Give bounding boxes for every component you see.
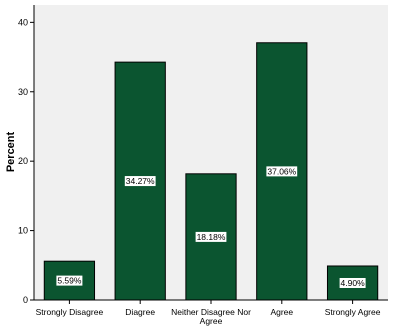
data-label-box — [56, 275, 83, 286]
data-label: 18.18% — [197, 232, 226, 242]
y-axis-label: Percent — [5, 131, 17, 172]
data-label: 4.90% — [341, 278, 366, 288]
x-tick-label: Neither Disagree Nor — [171, 307, 251, 317]
x-tick-label: Agree — [200, 316, 223, 326]
data-label-box — [124, 176, 156, 187]
x-tick-label: Strongly Disagree — [36, 307, 104, 317]
x-tick-label: Diagree — [125, 307, 155, 317]
y-tick-label: 30 — [18, 87, 28, 97]
y-tick-label: 0 — [23, 295, 28, 305]
y-tick-label: 20 — [18, 156, 28, 166]
data-label: 34.27% — [126, 176, 155, 186]
data-label: 37.06% — [267, 166, 296, 176]
x-tick-label: Strongly Agree — [325, 307, 381, 317]
data-label: 5.59% — [57, 276, 82, 286]
data-label-box — [195, 231, 227, 242]
y-tick-label: 40 — [18, 17, 28, 27]
data-label-box — [266, 166, 298, 177]
x-tick-label: Agree — [270, 307, 293, 317]
y-tick-label: 10 — [18, 226, 28, 236]
data-label-box — [339, 277, 366, 288]
